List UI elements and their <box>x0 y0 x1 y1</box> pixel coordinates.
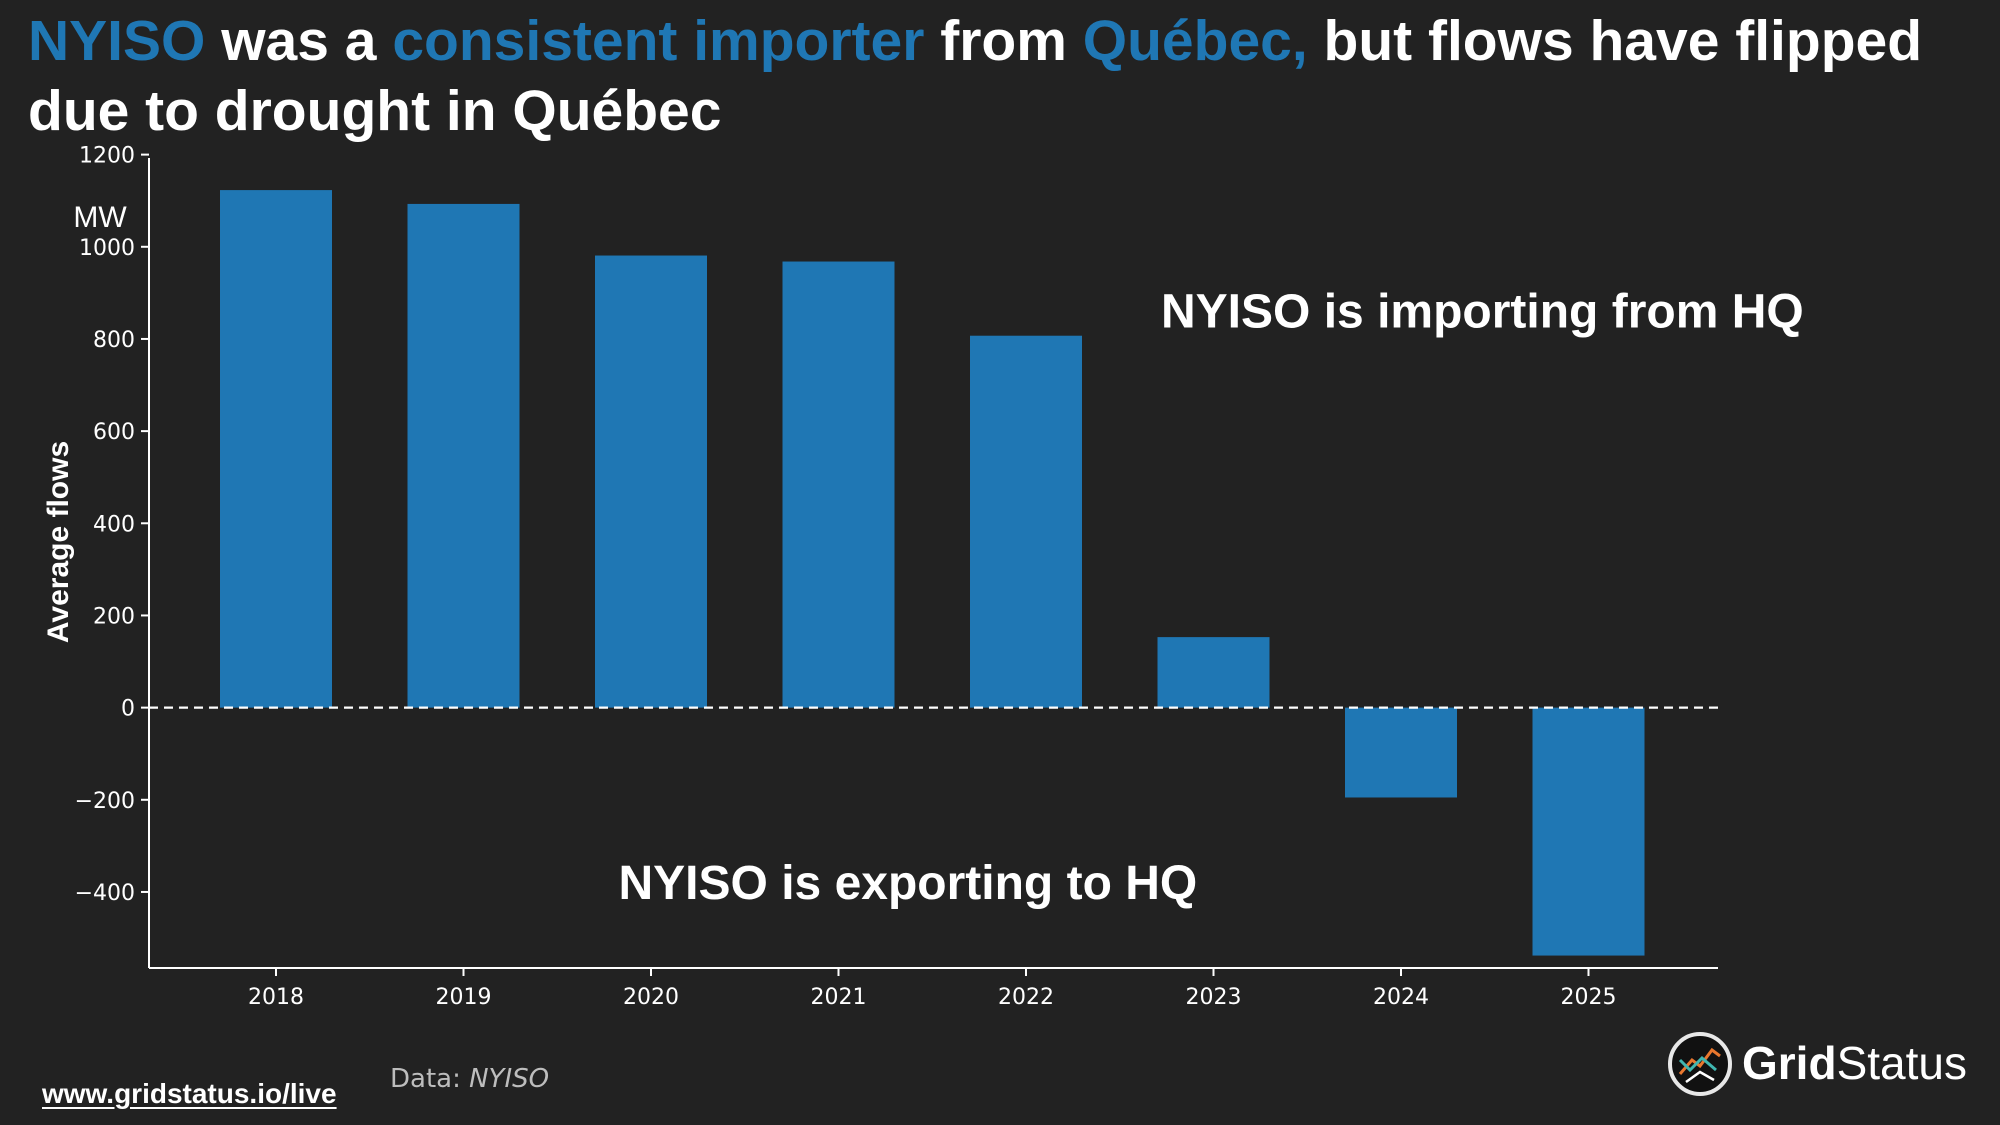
y-axis-label: Average flows <box>42 441 75 643</box>
bar-2025 <box>1532 707 1645 956</box>
x-tick-label: 2020 <box>623 985 679 1010</box>
y-tick-label: 400 <box>93 512 135 537</box>
title-quebec: Québec, <box>1082 9 1308 73</box>
x-tick-label: 2019 <box>436 985 492 1010</box>
data-source-name: NYISO <box>469 1064 550 1094</box>
y-tick-label: 800 <box>93 328 135 353</box>
title-text-1: was a <box>205 9 393 73</box>
data-source: Data: NYISO <box>390 1064 549 1094</box>
y-tick-label: 600 <box>93 420 135 445</box>
annotation-exporting: NYISO is exporting to HQ <box>619 857 1198 910</box>
x-tick-label: 2022 <box>998 985 1054 1010</box>
title-nyiso: NYISO <box>28 9 206 73</box>
brand-name-regular: Status <box>1836 1037 1967 1089</box>
title-text-3: but flows have flipped due to drought in… <box>28 9 1923 143</box>
bar-2020 <box>595 255 707 708</box>
annotations-group: NYISO is importing from HQ NYISO is expor… <box>619 285 1804 909</box>
title-text-2: from <box>924 9 1083 73</box>
x-tick-label: 2023 <box>1186 985 1242 1010</box>
y-tick-label: −200 <box>75 789 135 814</box>
x-tick-label: 2021 <box>811 985 867 1010</box>
annotation-importing: NYISO is importing from HQ <box>1161 285 1804 338</box>
axes-group: 1200 1000 800 600 400 200 0 −200 −400 2018 2019 202… <box>75 144 1718 1010</box>
y-tick-label: −400 <box>75 881 135 906</box>
y-axis-unit: MW <box>73 201 127 234</box>
chart-title: NYISO was a consistent importer from Qué… <box>28 6 1988 146</box>
y-tick-label: 200 <box>93 604 135 629</box>
y-tick-label: 1000 <box>79 236 135 261</box>
bar-2021 <box>782 261 895 708</box>
brand-name: GridStatus <box>1742 1036 1967 1090</box>
bar-2018 <box>220 190 332 708</box>
gridstatus-live-link[interactable]: www.gridstatus.io/live <box>42 1078 337 1109</box>
bar-2024 <box>1345 707 1457 798</box>
y-tick-label: 1200 <box>79 144 135 169</box>
bar-2023 <box>1157 637 1270 708</box>
bar-2022 <box>970 335 1082 708</box>
bar-2019 <box>407 203 520 708</box>
bars-group <box>220 190 1645 956</box>
brand-name-bold: Grid <box>1742 1037 1837 1089</box>
brand-logo: GridStatus <box>1666 1030 1967 1100</box>
x-tick-label: 2018 <box>248 985 304 1010</box>
data-source-label: Data: <box>390 1064 470 1094</box>
title-consistent-importer: consistent importer <box>392 9 925 73</box>
x-tick-label: 2025 <box>1561 985 1617 1010</box>
x-tick-label: 2024 <box>1373 985 1429 1010</box>
y-tick-label: 0 <box>121 697 135 722</box>
grid-status-logo-icon <box>1668 1032 1732 1096</box>
